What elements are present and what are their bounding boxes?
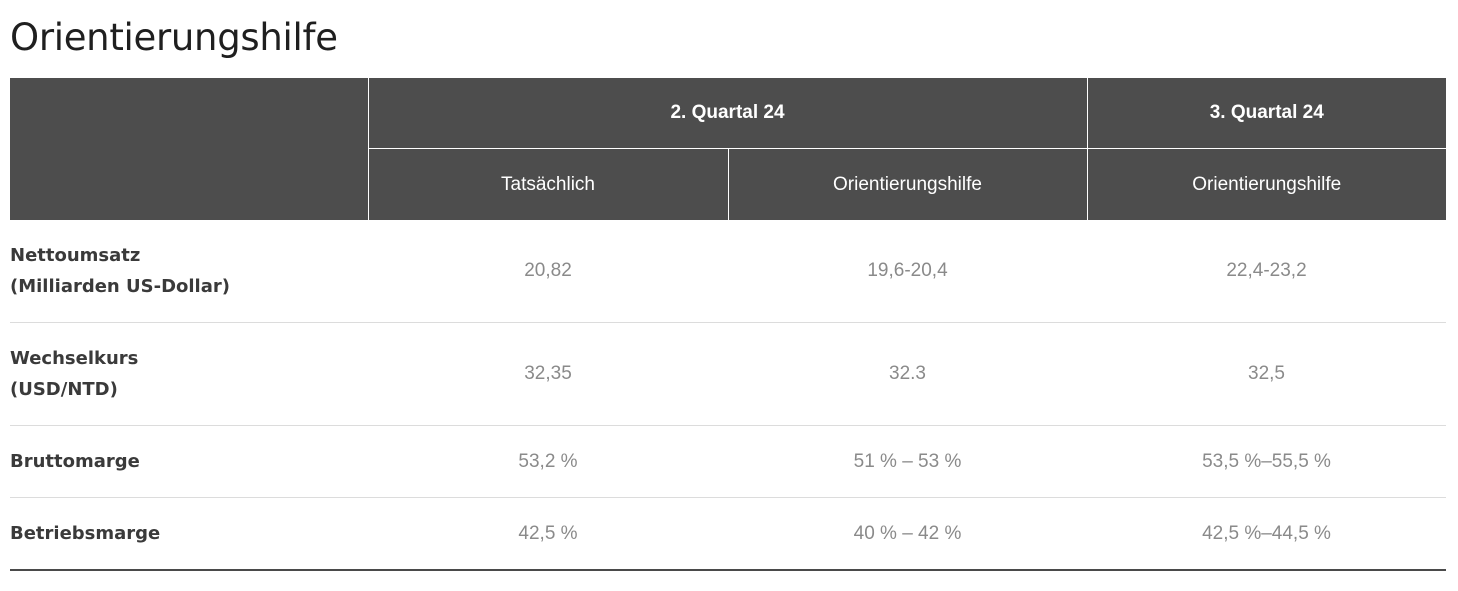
table-row-net-revenue: Nettoumsatz (Milliarden US-Dollar) 20,82…	[10, 220, 1446, 323]
row-label-title: Wechselkurs	[10, 348, 139, 369]
table-cell: 20,82	[368, 220, 728, 323]
table-cell: 32.3	[728, 322, 1087, 426]
header-row-subheaders: Tatsächlich Orientierungshilfe Orientier…	[10, 148, 1446, 220]
header-q3-2024: 3. Quartal 24	[1086, 78, 1446, 149]
table-cell: 40 % – 42 %	[728, 497, 1087, 571]
table-header: 2. Quartal 24 3. Quartal 24 Tatsächlich …	[10, 78, 1446, 220]
row-label: Wechselkurs (USD/NTD)	[10, 322, 368, 426]
row-label: Bruttomarge	[10, 425, 368, 498]
table-row-gross-margin: Bruttomarge 53,2 % 51 % – 53 % 53,5 %–55…	[10, 425, 1446, 498]
row-label-unit: (USD/NTD)	[10, 379, 118, 400]
row-label-title: Nettoumsatz	[10, 245, 141, 266]
subheader-guidance-q3: Orientierungshilfe	[1086, 148, 1446, 220]
page-title: Orientierungshilfe	[10, 16, 338, 59]
table-cell: 51 % – 53 %	[728, 425, 1087, 498]
row-label-title: Betriebsmarge	[10, 523, 161, 544]
subheader-actual: Tatsächlich	[367, 148, 728, 220]
header-row-quarters: 2. Quartal 24 3. Quartal 24	[10, 78, 1446, 220]
table-cell: 22,4-23,2	[1087, 220, 1446, 323]
header-q2-2024: 2. Quartal 24	[367, 78, 1087, 149]
row-label: Nettoumsatz (Milliarden US-Dollar)	[10, 220, 368, 323]
header-corner-cell	[10, 78, 368, 220]
table-cell: 32,5	[1087, 322, 1446, 426]
row-label-unit: (Milliarden US-Dollar)	[10, 276, 230, 297]
table-cell: 53,2 %	[368, 425, 728, 498]
subheader-guidance-q2: Orientierungshilfe	[727, 148, 1087, 220]
table-cell: 42,5 %	[368, 497, 728, 571]
row-label-title: Bruttomarge	[10, 451, 140, 472]
table-cell: 42,5 %–44,5 %	[1087, 497, 1446, 571]
guidance-table: 2. Quartal 24 3. Quartal 24 Tatsächlich …	[10, 78, 1446, 571]
table-row-exchange-rate: Wechselkurs (USD/NTD) 32,35 32.3 32,5	[10, 322, 1446, 426]
table-row-operating-margin: Betriebsmarge 42,5 % 40 % – 42 % 42,5 %–…	[10, 497, 1446, 571]
table-body: Nettoumsatz (Milliarden US-Dollar) 20,82…	[10, 220, 1446, 571]
table-cell: 53,5 %–55,5 %	[1087, 425, 1446, 498]
table-cell: 19,6-20,4	[728, 220, 1087, 323]
table-cell: 32,35	[368, 322, 728, 426]
row-label: Betriebsmarge	[10, 497, 368, 571]
